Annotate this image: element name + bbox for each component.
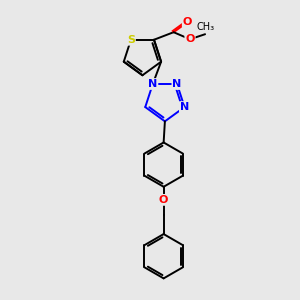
Text: N: N <box>172 79 182 89</box>
Text: S: S <box>127 35 135 45</box>
Text: O: O <box>185 34 195 44</box>
Text: N: N <box>148 79 158 89</box>
Text: O: O <box>183 17 192 27</box>
Text: N: N <box>180 102 189 112</box>
Text: O: O <box>159 195 168 205</box>
Text: CH₃: CH₃ <box>196 22 214 32</box>
